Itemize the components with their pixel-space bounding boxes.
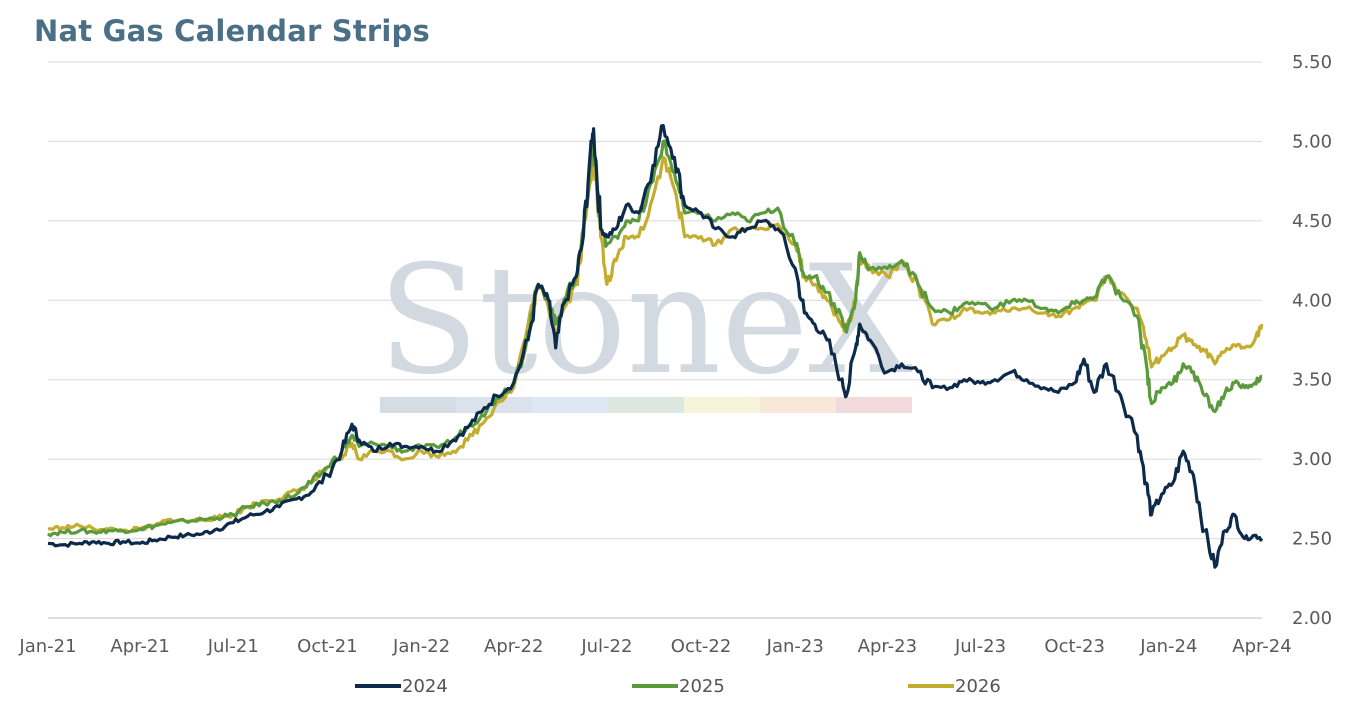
watermark-band-6 bbox=[760, 397, 836, 413]
y-tick-label: 4.50 bbox=[1292, 211, 1332, 232]
y-tick-label: 4.00 bbox=[1292, 290, 1332, 311]
series-line-2026 bbox=[47, 155, 1264, 534]
watermark-band-3 bbox=[532, 397, 608, 413]
y-axis-ticks: 5.50 5.00 4.50 4.00 3.50 3.00 2.50 2.00 bbox=[1292, 52, 1332, 629]
y-tick-label: 3.00 bbox=[1292, 449, 1332, 470]
watermark-text: StoneX bbox=[378, 234, 913, 408]
x-tick-label: Jan-23 bbox=[766, 636, 824, 657]
chart-title: Nat Gas Calendar Strips bbox=[34, 14, 430, 48]
x-tick-label: Oct-22 bbox=[671, 636, 732, 657]
legend-label-2025: 2025 bbox=[679, 676, 725, 697]
watermark-band-4 bbox=[608, 397, 684, 413]
y-tick-label: 3.50 bbox=[1292, 370, 1332, 391]
series-line-2025 bbox=[47, 139, 1263, 538]
x-tick-label: Apr-22 bbox=[484, 636, 543, 657]
legend-label-2026: 2026 bbox=[955, 676, 1001, 697]
y-tick-label: 2.00 bbox=[1292, 608, 1332, 629]
legend-label-2024: 2024 bbox=[402, 676, 448, 697]
x-tick-label: Jan-24 bbox=[1139, 636, 1197, 657]
legend: 2024 2025 2026 bbox=[355, 676, 1001, 697]
x-tick-label: Oct-23 bbox=[1044, 636, 1105, 657]
x-tick-label: Jul-21 bbox=[207, 636, 259, 657]
watermark-band-5 bbox=[684, 397, 760, 413]
watermark: StoneX bbox=[378, 234, 913, 413]
x-tick-label: Jul-22 bbox=[580, 636, 632, 657]
series-lines bbox=[47, 123, 1264, 569]
x-tick-label: Apr-24 bbox=[1232, 636, 1291, 657]
series-line-2024 bbox=[47, 123, 1264, 569]
x-tick-label: Jul-23 bbox=[954, 636, 1006, 657]
x-tick-label: Apr-23 bbox=[858, 636, 917, 657]
x-tick-label: Apr-21 bbox=[110, 636, 169, 657]
gridlines bbox=[48, 61, 1262, 619]
y-tick-label: 2.50 bbox=[1292, 529, 1332, 550]
x-tick-label: Jan-22 bbox=[392, 636, 450, 657]
watermark-band-1 bbox=[380, 397, 456, 413]
x-tick-label: Jan-21 bbox=[18, 636, 76, 657]
y-tick-label: 5.00 bbox=[1292, 131, 1332, 152]
x-axis-ticks: Jan-21 Apr-21 Jul-21 Oct-21 Jan-22 Apr-22 Jul-… bbox=[18, 636, 1291, 657]
watermark-band-7 bbox=[836, 397, 912, 413]
x-tick-label: Oct-21 bbox=[297, 636, 358, 657]
y-tick-label: 5.50 bbox=[1292, 52, 1332, 73]
